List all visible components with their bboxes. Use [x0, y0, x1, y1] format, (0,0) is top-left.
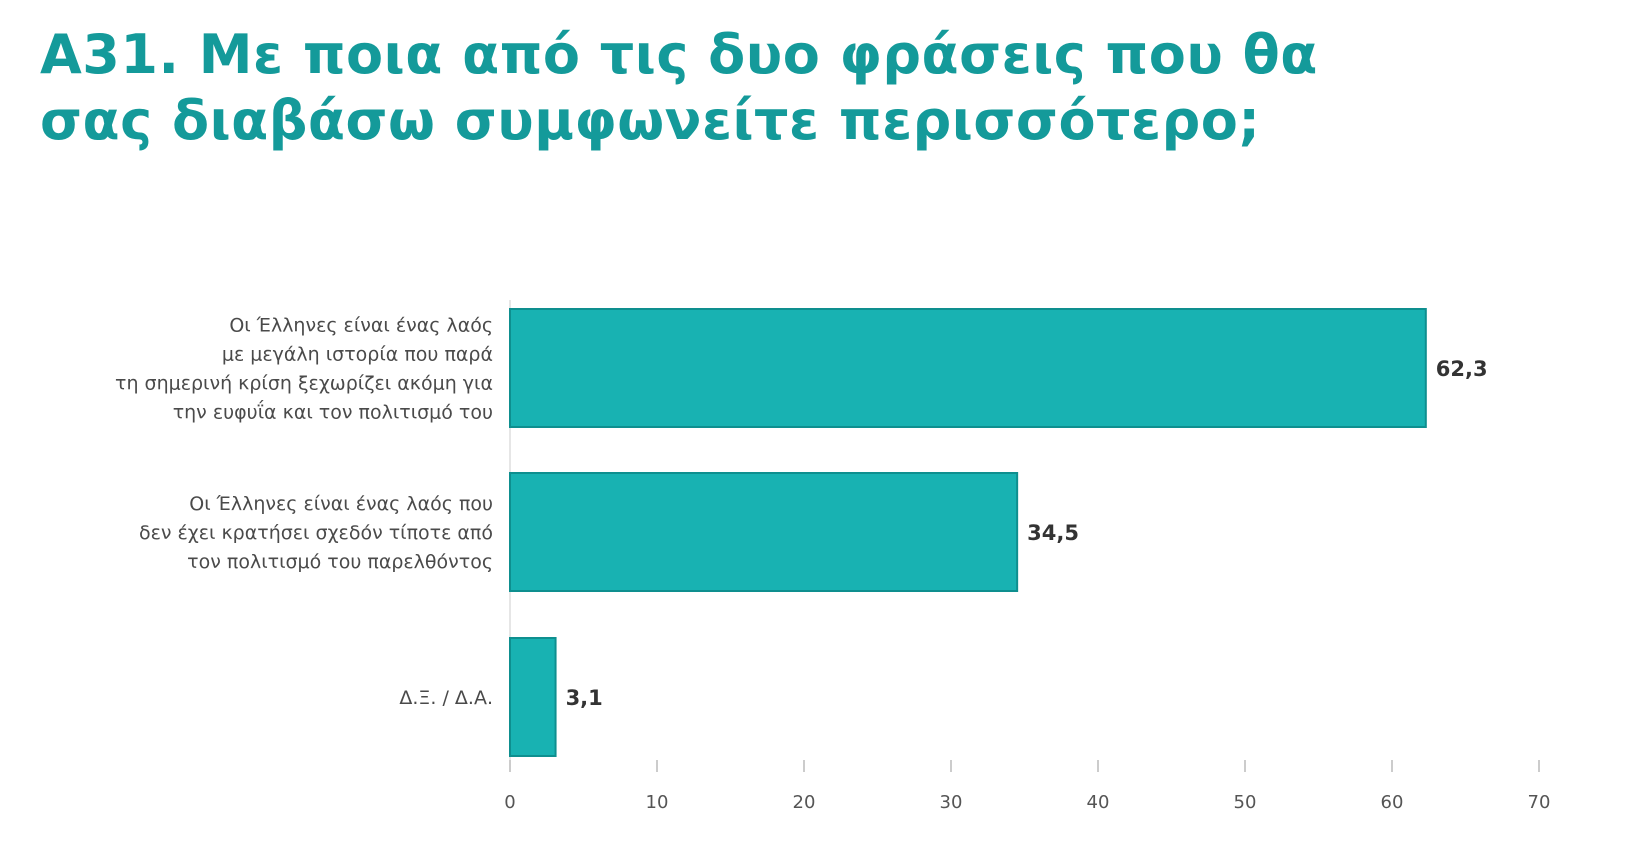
- x-tick-label-20: 20: [793, 792, 816, 813]
- chart-title: A31. Με ποια από τις δυο φράσεις που θα …: [40, 22, 1540, 154]
- category-label-1-line-1: Οι Έλληνες είναι ένας λαός: [229, 315, 493, 337]
- x-tick-label-30: 30: [940, 792, 963, 813]
- category-label-3-line-1: Δ.Ξ. / Δ.Α.: [399, 687, 493, 709]
- category-label-2: Οι Έλληνες είναι ένας λαός που δεν έχει κ…: [139, 493, 493, 573]
- category-label-1-line-2: με μεγάλη ιστορία που παρά: [222, 344, 493, 366]
- value-label-1: 62,3: [1436, 357, 1488, 381]
- category-label-1: Οι Έλληνες είναι ένας λαός με μεγάλη ιστο…: [115, 315, 493, 424]
- bar-1: [509, 308, 1427, 428]
- category-label-1-line-4: την ευφυΐα και τον πολιτισμό του: [173, 400, 493, 424]
- chart-title-line-1: A31. Με ποια από τις δυο φράσεις που θα: [40, 23, 1318, 86]
- value-label-2: 34,5: [1027, 521, 1079, 545]
- bar-3: [509, 637, 557, 757]
- x-tick-label-40: 40: [1087, 792, 1110, 813]
- category-label-1-line-3: τη σημερινή κρίση ξεχωρίζει ακόμη για: [115, 373, 493, 395]
- x-tick-label-0: 0: [504, 792, 515, 813]
- value-label-3: 3,1: [566, 686, 603, 710]
- x-tick-label-70: 70: [1528, 792, 1551, 813]
- x-tick-label-60: 60: [1381, 792, 1404, 813]
- category-label-2-line-2: δεν έχει κρατήσει σχεδόν τίποτε από: [139, 522, 493, 544]
- bar-2: [509, 472, 1019, 592]
- category-label-2-line-1: Οι Έλληνες είναι ένας λαός που: [189, 493, 493, 515]
- category-label-3: Δ.Ξ. / Δ.Α.: [399, 687, 493, 709]
- x-tick-label-10: 10: [646, 792, 669, 813]
- x-tick-label-50: 50: [1234, 792, 1257, 813]
- category-label-2-line-3: τον πολιτισμό του παρελθόντος: [187, 551, 493, 573]
- chart-title-line-2: σας διαβάσω συμφωνείτε περισσότερο;: [40, 89, 1261, 152]
